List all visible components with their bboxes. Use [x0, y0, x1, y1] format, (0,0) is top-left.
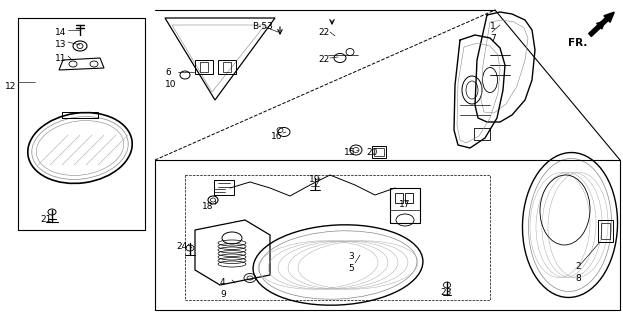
Text: 18: 18	[202, 202, 214, 211]
Text: 11: 11	[55, 54, 67, 63]
Text: 6: 6	[165, 68, 171, 77]
Text: 9: 9	[220, 290, 226, 299]
Bar	[214, 180, 234, 195]
Text: 4: 4	[220, 278, 226, 287]
Bar	[395, 193, 403, 203]
Bar	[223, 62, 231, 72]
Text: 3: 3	[348, 252, 354, 261]
Bar	[374, 148, 384, 156]
Text: 7: 7	[490, 34, 496, 43]
Text: 5: 5	[348, 264, 354, 273]
Bar	[200, 62, 208, 72]
Text: 21: 21	[40, 215, 51, 224]
FancyArrow shape	[589, 12, 614, 36]
Text: 16: 16	[271, 132, 282, 141]
Bar	[474, 128, 490, 140]
Bar	[601, 223, 610, 239]
Text: 12: 12	[5, 82, 16, 91]
Text: B-53: B-53	[252, 22, 273, 31]
Bar	[598, 220, 613, 242]
Text: 15: 15	[344, 148, 356, 157]
Bar	[390, 188, 420, 223]
Bar	[218, 60, 236, 74]
Bar	[195, 60, 213, 74]
Text: 13: 13	[55, 40, 67, 49]
Text: 10: 10	[165, 80, 176, 89]
Text: 2: 2	[575, 262, 581, 271]
Text: 1: 1	[490, 22, 496, 31]
Text: 24: 24	[176, 242, 188, 251]
Bar	[372, 146, 386, 158]
Text: 14: 14	[55, 28, 67, 37]
Text: 22: 22	[318, 55, 329, 64]
Bar	[405, 193, 413, 203]
Text: 17: 17	[399, 200, 411, 209]
Text: 20: 20	[366, 148, 378, 157]
Text: 22: 22	[318, 28, 329, 37]
Text: 8: 8	[575, 274, 581, 283]
Text: FR.: FR.	[568, 38, 587, 48]
Text: 23: 23	[440, 288, 452, 297]
Text: 19: 19	[309, 175, 320, 184]
